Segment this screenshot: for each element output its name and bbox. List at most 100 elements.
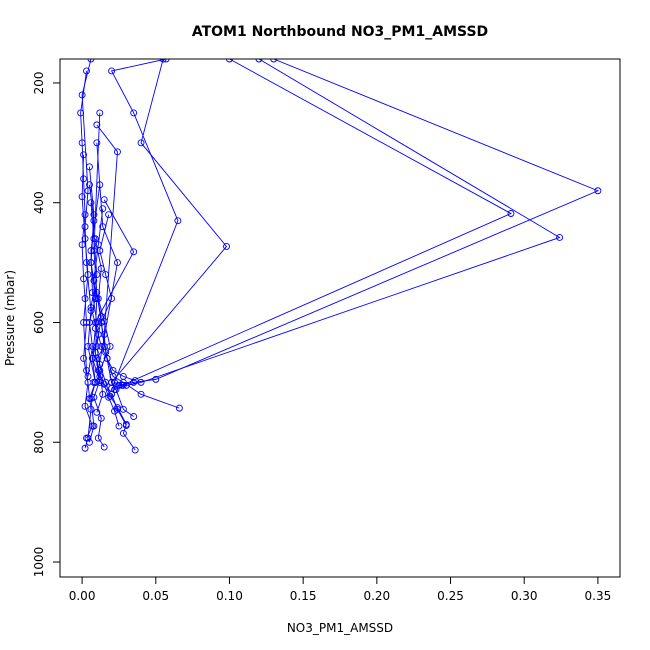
x-tick-label: 0.25 <box>437 589 464 603</box>
data-point <box>130 109 138 117</box>
data-point <box>80 175 88 183</box>
data-point <box>119 429 127 437</box>
data-point <box>93 354 101 362</box>
data-point <box>137 390 145 398</box>
series-line <box>96 124 134 417</box>
data-point <box>105 211 113 219</box>
data-point <box>111 386 118 394</box>
data-point <box>122 422 130 429</box>
data-point <box>106 343 114 350</box>
data-point <box>103 354 111 362</box>
data-point <box>100 317 108 325</box>
data-point <box>93 121 101 129</box>
chart-title: ATOM1 Northbound NO3_PM1_AMSSD <box>192 24 488 40</box>
x-tick-label: 0.20 <box>363 589 390 603</box>
series-line <box>111 59 512 389</box>
data-point <box>109 366 117 374</box>
series-line <box>93 208 136 451</box>
data-point <box>87 59 95 63</box>
y-tick-label: 800 <box>32 431 46 454</box>
x-tick-label: 0.10 <box>216 589 243 603</box>
data-point <box>78 91 86 99</box>
data-point <box>84 343 92 350</box>
data-point <box>130 248 138 256</box>
series-18 <box>86 199 102 402</box>
data-point <box>84 372 92 380</box>
data-point <box>99 390 107 398</box>
series-line <box>94 199 136 382</box>
series-14 <box>111 59 564 394</box>
data-point <box>223 242 230 250</box>
series-line <box>87 184 96 377</box>
data-point <box>507 210 515 217</box>
series-line <box>81 154 92 449</box>
data-point <box>111 407 118 415</box>
data-point <box>80 354 88 362</box>
series-15 <box>108 59 515 392</box>
data-point <box>130 378 138 386</box>
data-point <box>81 402 89 410</box>
data-point <box>108 295 116 302</box>
data-point <box>594 187 602 195</box>
data-point <box>86 438 93 446</box>
data-point <box>96 366 104 374</box>
series-line <box>94 238 111 413</box>
x-tick-label: 0.35 <box>585 589 612 603</box>
data-point <box>270 59 278 63</box>
x-tick-label: 0.30 <box>511 589 538 603</box>
data-point <box>131 446 139 454</box>
data-point <box>86 395 93 402</box>
data-point <box>119 405 127 413</box>
y-tick-label: 1000 <box>32 547 46 578</box>
data-point <box>97 414 105 422</box>
data-point <box>81 295 89 302</box>
series-layer <box>77 59 602 454</box>
data-point <box>105 393 113 401</box>
data-point <box>99 205 107 213</box>
data-point <box>88 343 96 350</box>
data-point <box>86 163 93 171</box>
data-point <box>97 265 105 273</box>
data-point <box>90 422 98 430</box>
data-point <box>226 59 233 63</box>
data-point <box>83 259 90 267</box>
y-tick-label: 400 <box>32 191 46 214</box>
data-point <box>80 151 88 159</box>
x-axis-label: NO3_PM1_AMSSD <box>287 621 393 635</box>
y-axis: 200 400 600 800 1000 <box>32 72 61 578</box>
data-point <box>100 443 108 451</box>
data-point <box>93 408 101 416</box>
data-point <box>175 404 183 412</box>
data-point <box>86 181 93 189</box>
data-point <box>91 295 99 302</box>
data-point <box>114 259 121 267</box>
x-tick-label: 0.15 <box>290 589 317 603</box>
data-point <box>91 378 99 386</box>
data-point <box>130 413 138 420</box>
data-point <box>162 59 170 63</box>
data-point <box>78 193 86 201</box>
data-point <box>80 275 88 283</box>
series-19 <box>84 181 99 380</box>
data-point <box>81 223 89 231</box>
data-point <box>87 405 95 413</box>
data-point <box>122 381 130 389</box>
data-point <box>87 304 95 311</box>
x-tick-label: 0.00 <box>69 589 96 603</box>
data-point <box>86 319 93 326</box>
data-point <box>81 444 89 452</box>
series-line <box>114 59 561 390</box>
data-point <box>108 384 116 392</box>
data-point <box>93 271 101 279</box>
data-point <box>93 139 101 147</box>
data-point <box>94 331 102 338</box>
data-point <box>137 378 145 386</box>
data-point <box>90 217 98 225</box>
data-point <box>94 434 102 442</box>
data-point <box>96 109 104 117</box>
data-point <box>255 59 263 63</box>
data-point <box>88 354 96 362</box>
data-point <box>152 375 160 383</box>
data-point <box>159 59 167 63</box>
